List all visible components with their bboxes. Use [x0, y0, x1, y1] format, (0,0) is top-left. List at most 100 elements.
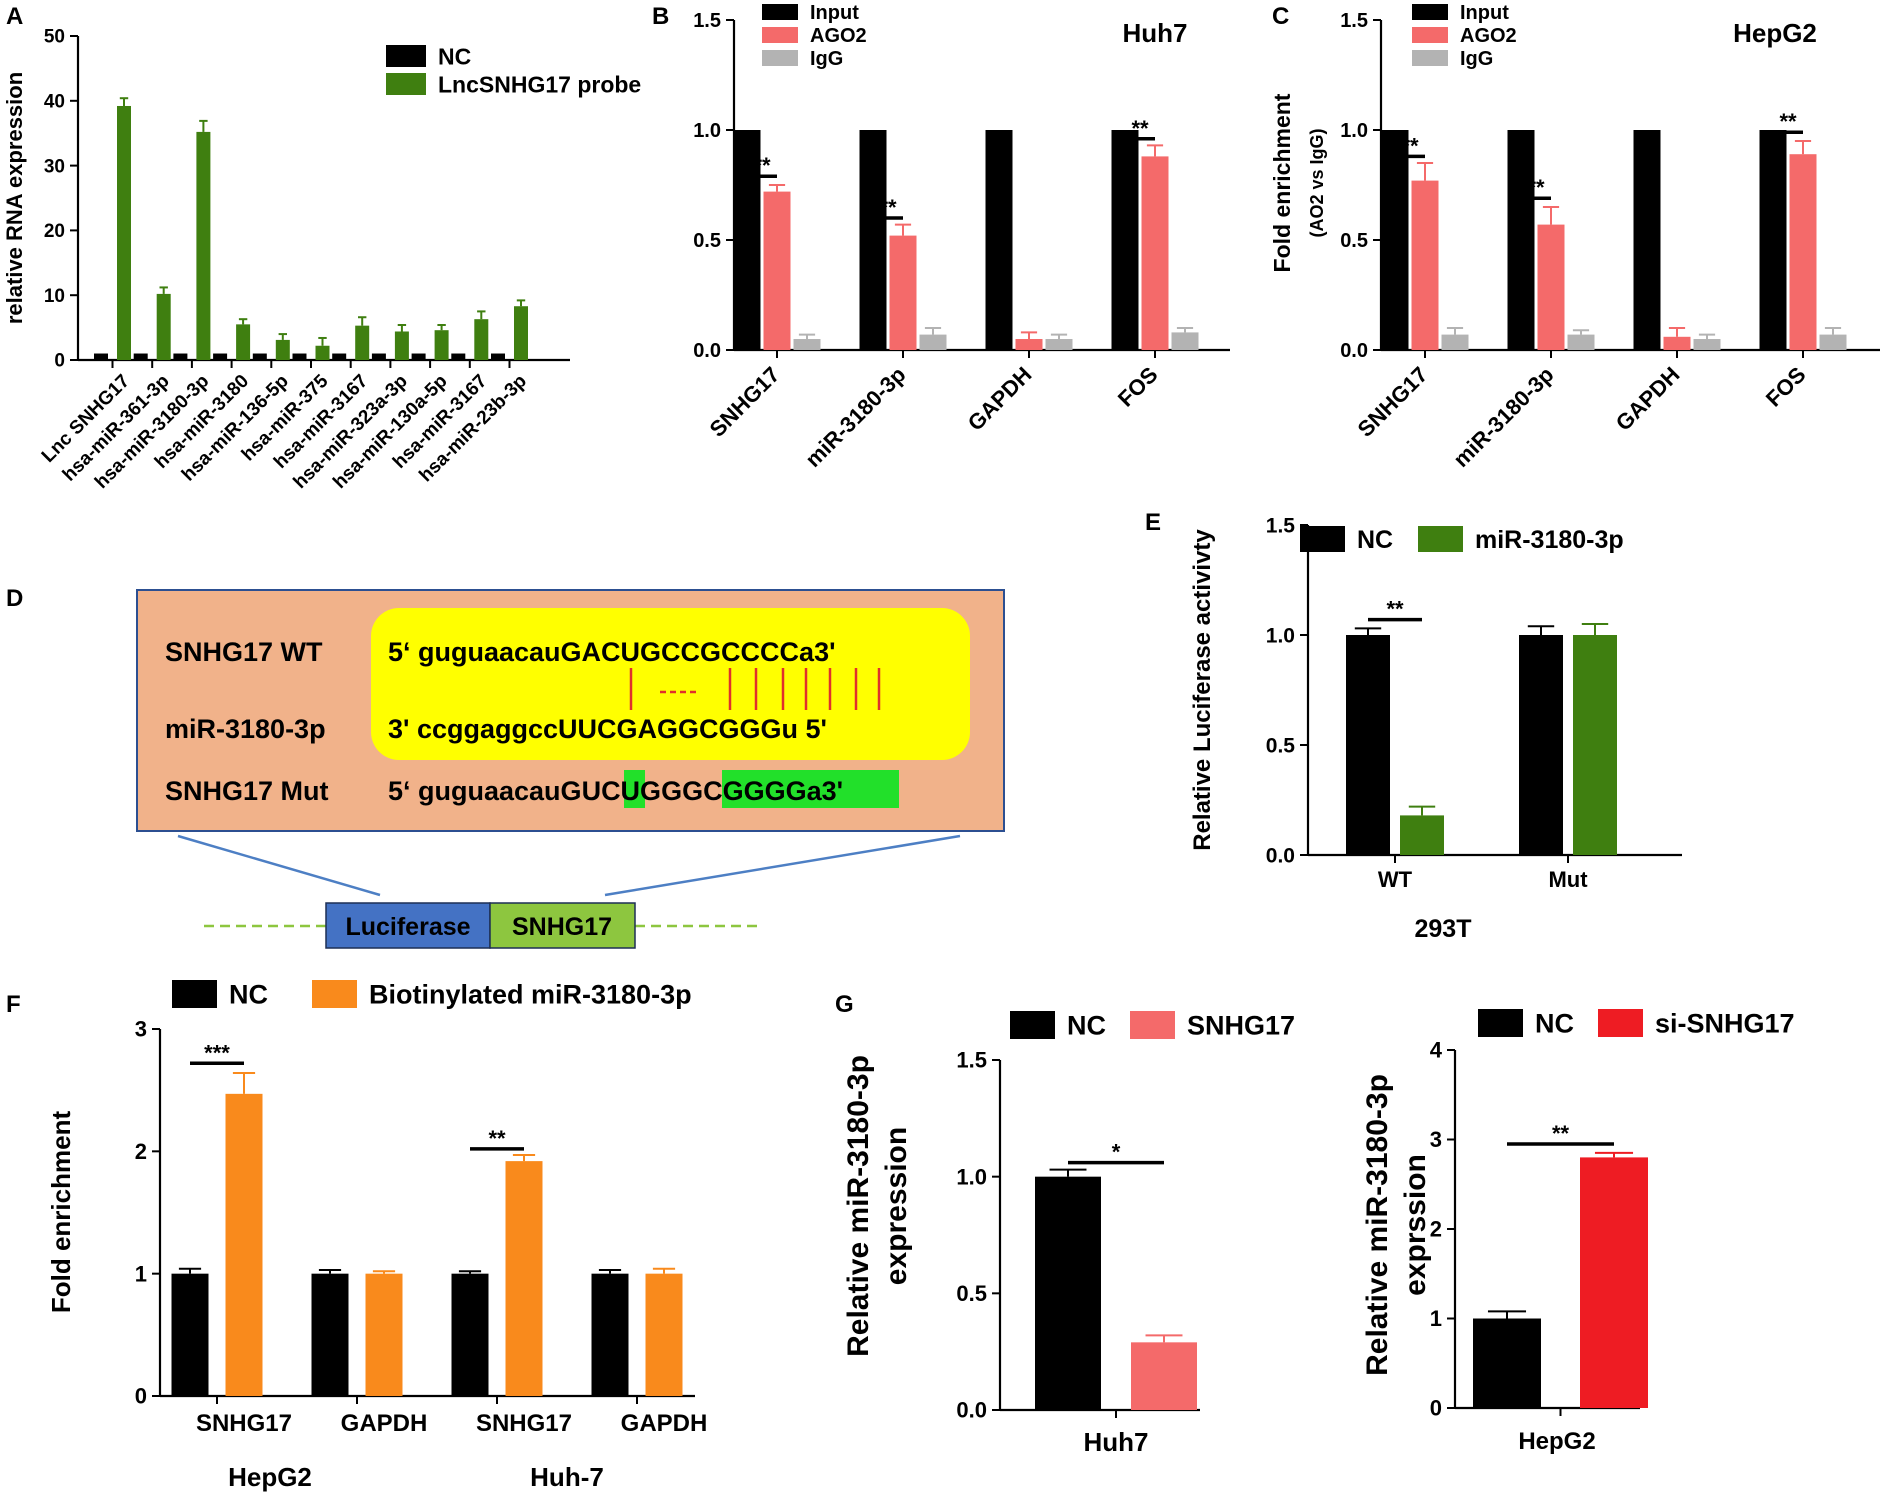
bar — [371, 353, 386, 360]
x-category-label: miR-3180-3p — [1448, 362, 1558, 472]
panel-label-f: F — [6, 991, 21, 1018]
y-tick-label: 30 — [44, 156, 65, 177]
bar — [645, 1273, 683, 1396]
legend-swatch — [1010, 1011, 1055, 1039]
panel-d-diagram: SNHG17 WT 5‘ guguaacauGACUGCCGCCCCa3' mi… — [136, 589, 1005, 949]
mir-seq-b: UUCGAGGCGGG — [558, 714, 782, 744]
significance-label: *** — [204, 1040, 230, 1065]
bar — [491, 353, 505, 360]
y-axis-label: Relative Luciferase activivty — [1189, 529, 1216, 851]
panel-label-a: A — [6, 3, 23, 30]
x-category-label: miR-3180-3p — [800, 362, 910, 472]
y-axis-label: Fold enrichment — [1269, 93, 1295, 272]
legend-swatch — [762, 4, 798, 20]
x-category-label: FOS — [1761, 362, 1811, 412]
panel-label-e: E — [1145, 509, 1161, 536]
bar — [394, 331, 409, 360]
bar — [1015, 339, 1043, 350]
wt-sequence: 5‘ guguaacauGACUGCCGCCCCa3' — [388, 637, 836, 667]
mut-site-2 — [722, 770, 899, 808]
y-tick-label: 3 — [1430, 1127, 1442, 1152]
legend-swatch — [1412, 50, 1448, 66]
bar — [1537, 224, 1565, 350]
bar — [315, 345, 330, 360]
bar — [411, 353, 426, 360]
bar — [171, 1273, 209, 1396]
mir-seq-a: 3' ccggaggcc — [388, 714, 558, 744]
legend-swatch — [312, 980, 357, 1008]
bar — [1573, 635, 1617, 855]
legend-swatch — [1598, 1009, 1643, 1037]
y-tick-label: 1.5 — [1340, 10, 1368, 32]
bar — [1035, 1176, 1101, 1410]
y-tick-label: 2 — [1430, 1217, 1442, 1242]
bar — [1381, 130, 1409, 350]
mut-sequence: 5‘ guguaacauGUCUGGGCGGGGa3' — [388, 776, 843, 806]
significance-label: ** — [1401, 133, 1419, 158]
mut-seq-e: GGCGGGG — [661, 776, 807, 806]
legend-label: NC — [438, 43, 471, 69]
zoom-line-right — [604, 834, 961, 897]
bar — [1131, 1342, 1197, 1410]
luciferase-box — [325, 902, 491, 949]
x-category-label: GAPDH — [621, 1410, 708, 1437]
bar — [1693, 339, 1721, 350]
legend-swatch — [762, 27, 798, 43]
y-tick-label: 1.0 — [1266, 624, 1295, 647]
y-tick-label: 1.0 — [956, 1164, 987, 1189]
legend-swatch — [762, 50, 798, 66]
bar — [1346, 635, 1390, 855]
panel-e-chart: 0.0 0.5 1.0 1.5 WT Mut ** Relative Luciferase a… — [1189, 514, 1682, 943]
legend-label: AGO2 — [810, 25, 867, 47]
y-axis-label-secondary: (AO2 vs IgG) — [1307, 128, 1327, 237]
chart-title: HepG2 — [1733, 18, 1817, 48]
y-axis-label: Fold enrichment — [46, 1111, 76, 1314]
y-tick-label: 1.5 — [1266, 514, 1296, 537]
wt-seq-c: a3' — [799, 637, 835, 667]
significance-label: * — [1112, 1140, 1121, 1165]
legend-swatch — [1478, 1009, 1523, 1037]
wt-seq-a: 5‘ guguaacau — [388, 637, 561, 667]
bar — [859, 130, 887, 350]
bar — [365, 1273, 403, 1396]
x-category-label: GAPDH — [1611, 362, 1685, 436]
bar — [311, 1273, 349, 1396]
significance-label: ** — [1386, 597, 1404, 622]
significance-label: ** — [1552, 1121, 1570, 1146]
y-axis-label: Relative miR-3180-3p — [842, 1055, 875, 1357]
x-category-label: WT — [1378, 867, 1413, 892]
wt-name: SNHG17 WT — [165, 637, 323, 667]
legend-label: AGO2 — [1460, 25, 1517, 47]
bar — [1045, 339, 1073, 350]
y-tick-label: 1.0 — [693, 120, 721, 142]
panel-b-chart: 0.0 0.5 1.0 1.5 SNHG17 miR-3180-3p GAPDH FOS ** *… — [693, 2, 1230, 472]
bar — [225, 1093, 263, 1396]
y-tick-label: 0 — [1430, 1396, 1442, 1421]
bar — [889, 235, 917, 350]
bar — [474, 319, 489, 360]
significance-label: ** — [879, 195, 897, 220]
mir-sequence: 3' ccggaggccUUCGAGGCGGGu 5' — [388, 714, 827, 744]
group-label: HepG2 — [228, 1462, 312, 1492]
y-tick-label: 0.5 — [1340, 230, 1368, 252]
bar — [1580, 1157, 1648, 1408]
legend-label: Input — [1460, 2, 1509, 24]
mir-seq-c: u 5' — [782, 714, 827, 744]
mut-seq-b: G — [561, 776, 582, 806]
legend-label: Input — [810, 2, 859, 24]
mut-seq-d: CUG — [601, 776, 661, 806]
y-axis-label-secondary: expression — [880, 1127, 913, 1285]
bar — [591, 1273, 629, 1396]
bar — [1507, 130, 1535, 350]
mut-name: SNHG17 Mut — [165, 776, 329, 806]
y-tick-label: 0 — [54, 351, 65, 372]
legend-label: miR-3180-3p — [1475, 526, 1624, 554]
y-tick-label: 0.5 — [1266, 734, 1296, 757]
legend-label: NC — [1357, 526, 1393, 554]
y-tick-label: 2 — [135, 1139, 147, 1164]
legend-label: IgG — [810, 48, 843, 70]
mut-seq-a: 5‘ guguaacau — [388, 776, 561, 806]
x-axis-label: 293T — [1415, 915, 1472, 943]
